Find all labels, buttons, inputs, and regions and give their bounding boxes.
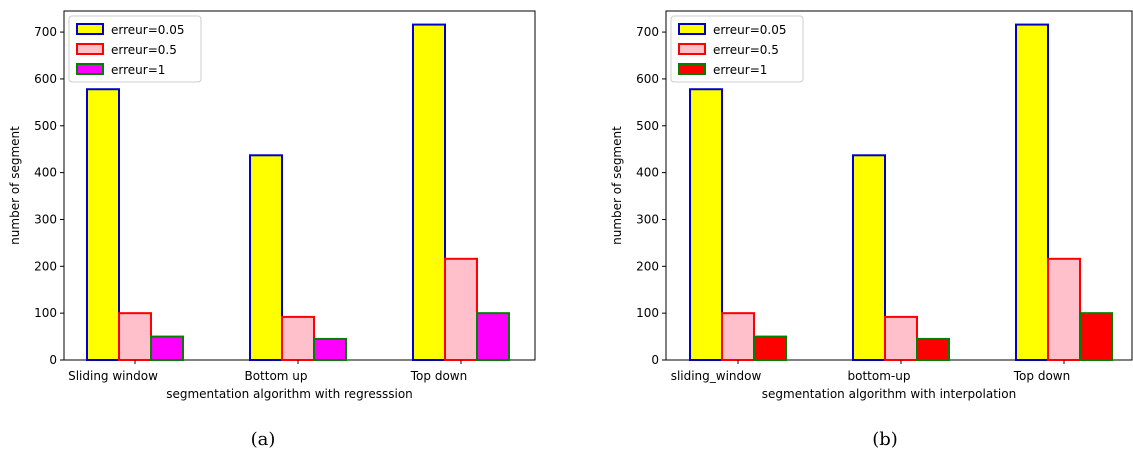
bar	[476, 312, 510, 361]
panel-caption: (a)	[251, 429, 276, 450]
y-tick-label: 500	[34, 119, 57, 133]
panel-caption: (b)	[872, 429, 898, 450]
y-tick-label: 700	[34, 25, 57, 39]
legend-swatch	[678, 63, 706, 75]
y-tick-label: 200	[636, 259, 659, 273]
y-tick-label: 400	[636, 166, 659, 180]
legend-swatch	[76, 63, 104, 75]
legend-swatch	[76, 43, 104, 55]
x-tick-label: Top down	[1013, 369, 1070, 383]
bar	[249, 154, 283, 361]
legend-label: erreur=1	[713, 63, 767, 77]
bar	[884, 315, 918, 361]
x-axis-label: segmentation algorithm with interpolatio…	[762, 387, 1016, 401]
chart-panel-b: 0 100 200 300 400 500 600 700 sliding_window bott…	[610, 10, 1133, 450]
y-tick-label: 100	[636, 306, 659, 320]
legend: erreur=0.05 erreur=0.5 erreur=1	[68, 15, 202, 83]
y-tick-label: 0	[49, 353, 57, 367]
legend-label: erreur=0.5	[111, 43, 177, 57]
legend-label: erreur=0.5	[713, 43, 779, 57]
bar	[753, 335, 787, 361]
bar	[118, 312, 152, 361]
y-axis-label: number of segment	[610, 126, 624, 245]
legend-label: erreur=1	[111, 63, 165, 77]
legend-label: erreur=0.05	[111, 23, 184, 37]
legend: erreur=0.05 erreur=0.5 erreur=1	[670, 15, 804, 83]
legend-label: erreur=0.05	[713, 23, 786, 37]
chart-panel-a: 0 100 200 300 400 500 600 700 Sliding window Bott…	[8, 10, 536, 450]
y-tick-label: 200	[34, 259, 57, 273]
bar	[1015, 23, 1049, 361]
y-tick-label: 100	[34, 306, 57, 320]
y-tick-label: 300	[636, 212, 659, 226]
x-tick-label: sliding_window	[671, 369, 762, 383]
legend-swatch	[678, 23, 706, 35]
bar	[281, 315, 315, 361]
y-tick-label: 0	[651, 353, 659, 367]
bar	[444, 257, 478, 361]
bar	[412, 23, 446, 361]
bar	[86, 88, 120, 362]
bar	[916, 337, 950, 362]
y-tick-label: 600	[636, 72, 659, 86]
legend-swatch	[678, 43, 706, 55]
bar	[852, 154, 886, 361]
y-tick-label: 500	[636, 119, 659, 133]
y-axis-label: number of segment	[8, 126, 22, 245]
y-tick-label: 600	[34, 72, 57, 86]
y-tick-label: 400	[34, 166, 57, 180]
bar	[721, 312, 755, 361]
x-tick-label: bottom-up	[848, 369, 911, 383]
bar	[1047, 257, 1081, 361]
bar	[313, 337, 347, 362]
legend-swatch	[76, 23, 104, 35]
bar	[1079, 312, 1113, 361]
x-tick-label: Top down	[410, 369, 467, 383]
y-tick-label: 700	[636, 25, 659, 39]
x-tick-label: Sliding window	[68, 369, 158, 383]
bar	[150, 335, 184, 361]
y-tick-label: 300	[34, 212, 57, 226]
x-tick-label: Bottom up	[244, 369, 307, 383]
bar	[689, 88, 723, 362]
x-axis-label: segmentation algorithm with regresssion	[166, 387, 413, 401]
